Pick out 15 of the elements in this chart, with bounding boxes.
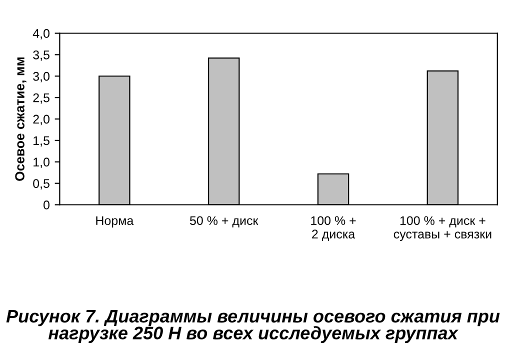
x-tick-label: Норма	[96, 216, 134, 228]
x-tick-label: 100 % + диск + суставы + связки	[394, 216, 492, 241]
y-tick-label: 3,5	[33, 50, 50, 61]
y-tick-label: 0	[44, 200, 50, 210]
y-tick-label: 0,5	[33, 179, 50, 190]
y-tick-label: 4,0	[32, 29, 50, 40]
y-tick-label: 3,0	[33, 72, 50, 82]
x-tick-label: 50 % + диск	[190, 216, 258, 228]
y-tick-label: 2,0	[33, 114, 50, 126]
y-tick-label: 1,5	[34, 136, 50, 147]
y-axis-title: Осевое сжатие, мм	[15, 57, 26, 181]
x-tick-label: 100 % + 2 диска	[311, 216, 356, 241]
y-tick-label: 2,5	[33, 93, 50, 104]
text: Рисунок 7. Диаграммы величины осевого сжатия при нагрузке 250 Н во всех исследуемых группах	[6, 310, 500, 343]
y-tick-label: 1,0	[34, 158, 50, 168]
